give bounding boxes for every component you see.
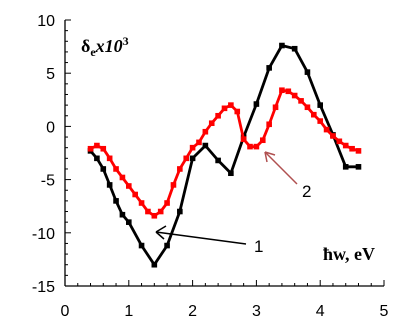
series-2-point (304, 104, 311, 111)
series-2-point (259, 137, 266, 144)
series-2-point (272, 104, 279, 111)
series-2-point (342, 142, 349, 149)
series-2-point (221, 105, 228, 112)
series-2-point (266, 121, 272, 128)
inner-label: δex103 (81, 34, 129, 59)
series-1-point (266, 65, 272, 71)
series-2-point (355, 148, 362, 154)
series-1-point (228, 170, 234, 177)
series-2-point (298, 98, 304, 104)
series-2-point (94, 142, 100, 149)
series-1-point (94, 155, 100, 162)
x-tick-label: 5 (380, 303, 389, 320)
y-tick-label: 5 (46, 66, 55, 83)
series-2-point (177, 166, 183, 172)
x-tick-label: 4 (316, 303, 325, 320)
series-2-point (119, 174, 126, 181)
annotations: δex103 ħw, eV 1 2 (81, 34, 375, 264)
y-tick-label: -10 (32, 226, 55, 243)
series-2-point (279, 87, 285, 94)
series-2-point (234, 108, 241, 115)
series-2-point (291, 92, 298, 99)
series-2-point (164, 200, 170, 206)
series-1-point (106, 182, 113, 188)
series-2-point (100, 145, 107, 152)
arrow-2 (264, 151, 298, 185)
series-1-point (100, 166, 107, 172)
series-2-point (247, 143, 253, 150)
series-2 (87, 87, 362, 219)
series-2-point (87, 145, 94, 152)
x-tick-label: 0 (61, 303, 70, 320)
series-1-point (119, 211, 126, 218)
series-2-point (330, 133, 336, 139)
series-2-point (196, 139, 202, 146)
axes: 10 5 0 -5 -10 -15 0 1 2 3 4 5 (32, 13, 389, 320)
x-tick-label: 3 (252, 303, 261, 320)
y-tick-label: 0 (46, 119, 55, 136)
series-1-point (151, 261, 158, 268)
arrow-1 (155, 225, 247, 245)
series-2-point (349, 145, 355, 152)
series-2-point (126, 183, 132, 189)
series-1-point (202, 142, 209, 149)
series-1-point (304, 69, 311, 75)
x-tick-label: 2 (188, 303, 197, 320)
series-1-point (342, 164, 349, 170)
series-2-point (145, 208, 151, 215)
series-2-point (311, 111, 317, 118)
series-2-point (170, 182, 177, 188)
series-1-point (138, 242, 145, 249)
series-2-point (215, 112, 221, 119)
series-2-point (317, 118, 323, 124)
y-tick-label: -5 (41, 173, 55, 190)
series-1-point (355, 164, 362, 170)
x-axis-label: ħw, eV (323, 244, 375, 264)
series-1 (87, 42, 362, 268)
series-2-point (240, 136, 247, 142)
y-tick-label: 10 (37, 13, 55, 30)
series-2-point (208, 120, 215, 127)
series-2-point (151, 212, 158, 219)
series-2-point (336, 138, 343, 145)
series-2-point (132, 191, 138, 198)
series-2-point (285, 88, 292, 95)
series-1-point (189, 155, 196, 162)
series-1-point (215, 157, 221, 164)
curve-1-label: 1 (254, 237, 263, 256)
series-1-point (291, 45, 298, 52)
x-tick-label: 1 (124, 303, 133, 320)
series-1-point (317, 102, 323, 108)
series-2-point (202, 128, 209, 135)
series-2-point (138, 200, 145, 206)
series-1-point (177, 208, 183, 215)
series-2-point (228, 102, 234, 108)
series-1-point (164, 242, 170, 249)
curve-2-label: 2 (302, 182, 311, 201)
series-1-point (126, 219, 132, 225)
series-layer (87, 42, 362, 268)
series-1-line (89, 44, 359, 267)
series-2-point (189, 144, 196, 151)
series-2-point (106, 155, 113, 162)
series-2-point (113, 166, 119, 172)
series-2-point (323, 126, 330, 133)
series-1-point (279, 42, 285, 49)
series-2-point (157, 208, 164, 215)
series-2-point (253, 143, 260, 150)
series-1-point (253, 101, 260, 107)
y-tick-label: -15 (32, 279, 55, 296)
series-2-point (183, 155, 190, 162)
series-1-point (113, 198, 119, 204)
